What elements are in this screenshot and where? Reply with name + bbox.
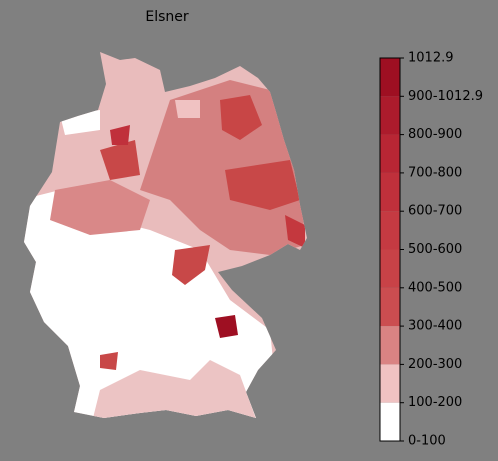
colorbar-segment <box>380 402 400 441</box>
colorbar-segment <box>380 287 400 327</box>
colorbar-label: 100-200 <box>408 395 462 410</box>
colorbar-segment <box>380 134 400 173</box>
colorbar-label: 600-700 <box>408 204 462 219</box>
colorbar-label: 800-900 <box>408 127 462 142</box>
region <box>215 315 238 338</box>
colorbar-segment <box>380 249 400 288</box>
colorbar-label: 700-800 <box>408 165 462 180</box>
region <box>285 215 305 248</box>
colorbar-segment <box>380 172 400 212</box>
colorbar-label: 400-500 <box>408 280 462 295</box>
region <box>220 95 262 140</box>
region <box>100 352 118 370</box>
colorbar-segment <box>380 364 400 403</box>
region <box>110 125 130 145</box>
colorbar-label: 900-1012.9 <box>408 89 483 104</box>
region <box>172 245 210 285</box>
colorbar-label: 500-600 <box>408 242 462 257</box>
region <box>100 140 140 180</box>
region <box>140 80 305 255</box>
colorbar-label: 300-400 <box>408 319 462 334</box>
colorbar-label: 0-100 <box>408 434 446 449</box>
region <box>225 160 300 210</box>
colorbar-segment <box>380 58 400 97</box>
region <box>175 100 200 118</box>
colorbar-label: 1012.9 <box>408 51 454 66</box>
colorbar-segment <box>380 211 400 250</box>
colorbar-segment <box>380 326 400 365</box>
colorbar: 1012.9 900-1012.9 800-900 700-800 600-700 500… <box>379 51 483 449</box>
colorbar-segment <box>380 96 400 135</box>
region <box>50 180 150 235</box>
colorbar-label: 200-300 <box>408 357 462 372</box>
map-title: Elsner <box>145 9 189 25</box>
